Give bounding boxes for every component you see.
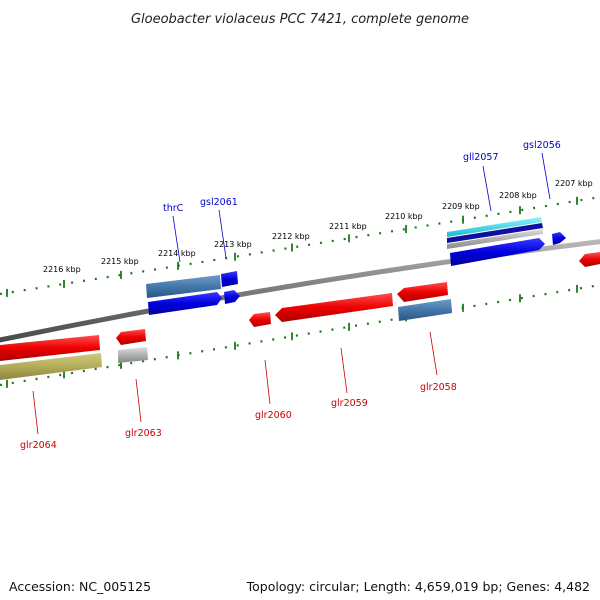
scale-label: 2212 kbp: [272, 232, 310, 241]
leader-line: [429, 331, 438, 376]
backbone: [0, 239, 600, 343]
feature-glr2058[interactable]: [397, 282, 448, 302]
scale-labels: 2216 kbp 2215 kbp 2214 kbp 2213 kbp 2212…: [43, 179, 593, 274]
forward-scale-ticks: [0, 195, 600, 296]
gene-label-thrC[interactable]: thrC: [163, 203, 184, 214]
scale-label: 2216 kbp: [43, 265, 81, 274]
feature-glr2059[interactable]: [275, 293, 393, 322]
leader-line: [172, 215, 181, 263]
leader-line: [32, 390, 39, 435]
gene-label-gsl2061[interactable]: gsl2061: [200, 197, 238, 208]
feature-gsl2061-top[interactable]: [221, 271, 238, 287]
gene-label-glr2063[interactable]: glr2063: [125, 428, 162, 439]
reverse-features: [0, 252, 600, 380]
genome-summary: Topology: circular; Length: 4,659,019 bp…: [246, 579, 590, 594]
accession-label: Accession: NC_005125: [9, 579, 152, 594]
leader-line: [264, 359, 271, 405]
feature-glr2060[interactable]: [249, 312, 271, 327]
leader-line: [340, 347, 348, 394]
feature-gll2057-cyan[interactable]: [447, 217, 542, 237]
gene-label-glr2059[interactable]: glr2059: [331, 398, 368, 409]
feature-glr2064-olive[interactable]: [0, 353, 102, 380]
forward-gene-labels: thrC gsl2061 gll2057 gsl2056: [163, 140, 561, 263]
feature-gsl2056[interactable]: [552, 232, 566, 245]
leader-line: [482, 165, 492, 212]
feature-glr2063[interactable]: [116, 329, 146, 345]
leader-line: [218, 209, 227, 259]
forward-features: [146, 217, 566, 315]
scale-label: 2207 kbp: [555, 179, 593, 188]
reverse-gene-labels: glr2064 glr2063 glr2060 glr2059 glr2058: [20, 331, 457, 451]
gene-label-glr2058[interactable]: glr2058: [420, 382, 457, 393]
feature-glr2058-steel[interactable]: [398, 299, 452, 321]
feature-glr2063-grey[interactable]: [118, 347, 148, 363]
gene-label-gll2057[interactable]: gll2057: [463, 152, 499, 163]
feature-offscreen-right[interactable]: [579, 252, 600, 267]
gene-label-glr2064[interactable]: glr2064: [20, 440, 57, 451]
gene-label-gsl2056[interactable]: gsl2056: [523, 140, 561, 151]
feature-gll2057-grey[interactable]: [447, 229, 543, 249]
feature-gll2057-navy[interactable]: [447, 223, 543, 243]
map-title: Gloeobacter violaceus PCC 7421, complete…: [131, 12, 469, 27]
feature-gll2057-blue[interactable]: [450, 238, 545, 266]
scale-label: 2208 kbp: [499, 191, 537, 200]
gene-label-glr2060[interactable]: glr2060: [255, 410, 292, 421]
feature-thrC-blue[interactable]: [148, 292, 222, 315]
feature-gsl2061-bottom[interactable]: [224, 290, 240, 304]
scale-label: 2209 kbp: [442, 202, 480, 211]
scale-label: 2211 kbp: [329, 222, 367, 231]
scale-label: 2214 kbp: [158, 249, 196, 258]
reverse-scale-ticks: [0, 283, 600, 387]
leader-line: [541, 152, 551, 200]
scale-label: 2215 kbp: [101, 257, 139, 266]
feature-thrC-steel[interactable]: [146, 275, 221, 298]
scale-label: 2210 kbp: [385, 212, 423, 221]
leader-line: [135, 378, 142, 423]
scale-label: 2213 kbp: [214, 240, 252, 249]
feature-glr2064[interactable]: [0, 335, 100, 361]
